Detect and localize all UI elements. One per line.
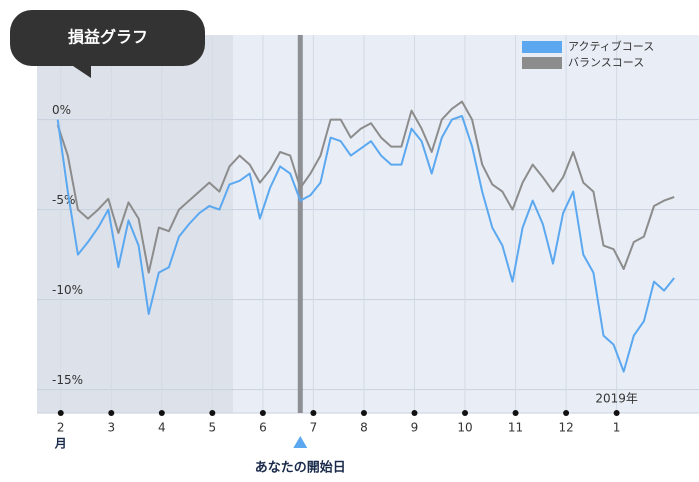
series-line [56, 115, 675, 373]
x-tick-label: 8 [360, 421, 368, 435]
legend-label: バランスコース [568, 56, 644, 69]
x-tick-label: 7 [310, 421, 318, 435]
x-tick-label: 4 [158, 421, 166, 435]
history-band [37, 35, 234, 413]
x-tick-label: 6 [259, 421, 267, 435]
tick-dot [57, 410, 64, 416]
tick-dot [411, 410, 418, 416]
chart-title: 損益グラフ [68, 28, 148, 47]
tick-dot [360, 410, 367, 416]
x-tick-label: 11 [508, 421, 523, 435]
tick-dot [563, 410, 570, 416]
y-tick-label: -10% [52, 283, 83, 297]
x-tick-label: 10 [457, 421, 472, 435]
y-tick-label: -5% [52, 193, 75, 207]
tick-dot [310, 410, 317, 416]
start-arrow [293, 436, 308, 448]
x-tick-label: 1 [613, 421, 621, 435]
legend-swatch [522, 57, 562, 69]
x-tick-label: 5 [209, 421, 217, 435]
tick-dot [259, 410, 266, 416]
tick-dot [108, 410, 115, 416]
x-unit-label: 月 [54, 437, 67, 451]
title-bubble [10, 10, 205, 78]
start-line [297, 35, 303, 413]
tick-dot [462, 410, 469, 416]
start-label: あなたの開始日 [255, 460, 346, 476]
legend-label: アクティブコース [568, 39, 654, 53]
x-tick-label: 12 [558, 421, 573, 435]
y-tick-label: 0% [52, 103, 71, 117]
tick-dot [158, 410, 165, 416]
year-label: 2019年 [595, 392, 638, 406]
x-tick-label: 2 [57, 421, 65, 435]
tick-dot [209, 410, 216, 416]
legend-swatch [522, 41, 562, 53]
series-line [56, 100, 675, 274]
tick-dot [613, 410, 620, 416]
x-tick-label: 3 [107, 421, 115, 435]
tick-dot [512, 410, 519, 416]
x-tick-label: 9 [411, 421, 419, 435]
y-tick-label: -15% [52, 373, 83, 387]
